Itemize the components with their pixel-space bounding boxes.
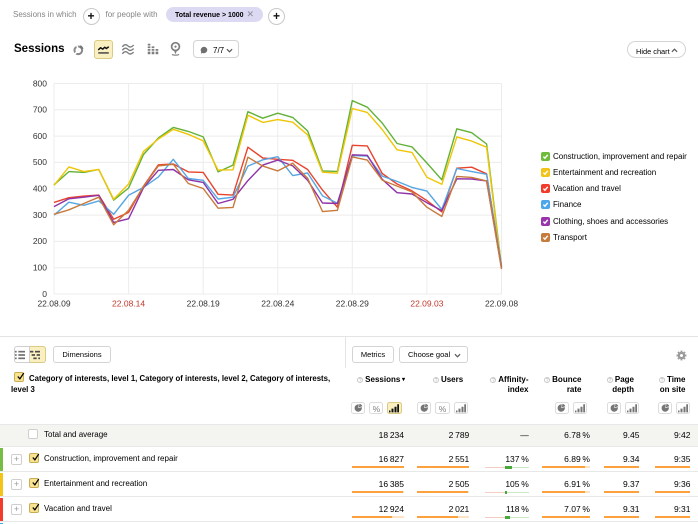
svg-text:22.09.03: 22.09.03 <box>410 299 443 309</box>
svg-text:200: 200 <box>33 236 47 246</box>
svg-text:500: 500 <box>33 157 47 167</box>
svg-text:800: 800 <box>33 78 47 88</box>
svg-text:600: 600 <box>33 131 47 141</box>
svg-text:700: 700 <box>33 105 47 115</box>
svg-text:22.09.08: 22.09.08 <box>485 299 518 309</box>
svg-text:22.08.29: 22.08.29 <box>336 299 369 309</box>
svg-text:22.08.19: 22.08.19 <box>187 299 220 309</box>
svg-text:400: 400 <box>33 184 47 194</box>
svg-text:22.08.24: 22.08.24 <box>261 299 294 309</box>
svg-text:100: 100 <box>33 263 47 273</box>
svg-text:22.08.14: 22.08.14 <box>112 299 145 309</box>
svg-text:22.08.09: 22.08.09 <box>37 299 70 309</box>
svg-text:300: 300 <box>33 210 47 220</box>
svg-text:0: 0 <box>42 289 47 299</box>
